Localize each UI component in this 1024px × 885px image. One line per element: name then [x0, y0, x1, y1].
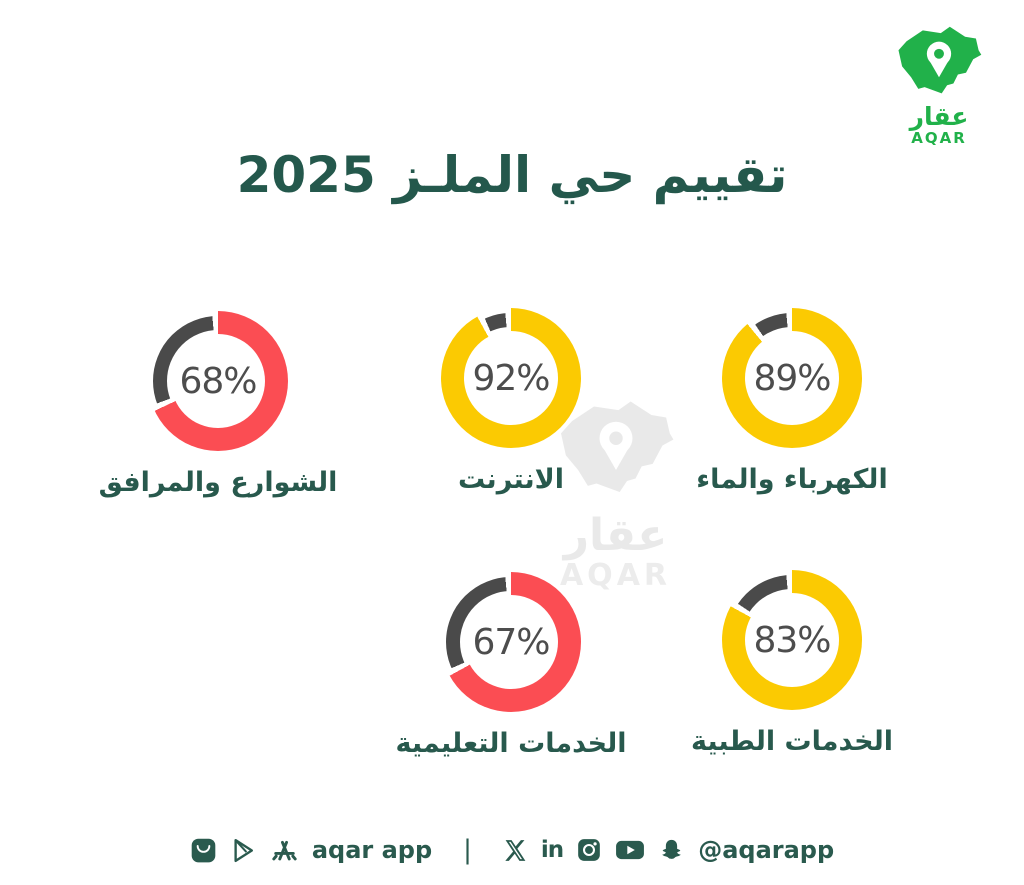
pin-dot: [934, 48, 944, 59]
page-title: تقييم حي الملـز 2025: [236, 146, 788, 204]
watermark-name-arabic: عقار: [563, 510, 668, 561]
gauge-label: الكهرباء والماء: [696, 464, 888, 495]
youtube-icon[interactable]: [615, 838, 645, 862]
percent-value: 92%: [469, 357, 553, 399]
brand-logo: عقار AQAR: [880, 20, 998, 147]
donut-chart: 67%: [441, 572, 581, 712]
gauge-internet: 92% الانترنت: [396, 308, 626, 495]
donut-chart: 92%: [441, 308, 581, 448]
gauge-label: الانترنت: [457, 464, 565, 495]
gauge-educational-services: 67% الخدمات التعليمية: [395, 572, 627, 759]
x-icon[interactable]: [503, 838, 528, 863]
donut-chart: 68%: [148, 311, 288, 451]
donut-hole: 92%: [464, 331, 558, 425]
saudi-map-icon: [898, 26, 982, 94]
brand-name-arabic: عقار: [909, 102, 969, 131]
social-handle: @aqarapp: [698, 836, 835, 864]
footer-divider: |: [463, 835, 472, 865]
donut-chart: 83%: [722, 570, 862, 710]
app-store-icon[interactable]: [270, 837, 299, 864]
gauge-label: الخدمات التعليمية: [395, 728, 627, 759]
pin-dot: [608, 431, 623, 445]
footer: aqar app | in @aqarapp: [0, 828, 1024, 872]
brand-name-english: AQAR: [911, 129, 967, 148]
gauge-medical-services: 83% الخدمات الطبية: [677, 570, 907, 757]
linkedin-icon[interactable]: in: [540, 837, 564, 863]
donut-chart: 89%: [722, 308, 862, 448]
gauge-electricity-water: 89% الكهرباء والماء: [677, 308, 907, 495]
percent-value: 68%: [176, 360, 260, 402]
donut-hole: 68%: [171, 334, 265, 428]
gauge-label: الخدمات الطبية: [691, 726, 893, 757]
donut-hole: 89%: [745, 331, 839, 425]
watermark-name-english: AQAR: [559, 558, 672, 594]
instagram-icon[interactable]: [576, 837, 602, 863]
snapchat-icon[interactable]: [658, 837, 685, 864]
app-label: aqar app: [311, 836, 433, 864]
donut-hole: 67%: [464, 595, 558, 689]
gauge-streets-facilities: 68% الشوارع والمرافق: [99, 311, 337, 498]
google-play-icon[interactable]: [230, 837, 257, 864]
percent-value: 89%: [750, 357, 834, 399]
watermark: عقار AQAR: [508, 393, 723, 592]
percent-value: 67%: [469, 621, 553, 663]
watermark-map-icon: [560, 401, 673, 492]
donut-hole: 83%: [745, 593, 839, 687]
gauge-label: الشوارع والمرافق: [98, 467, 338, 498]
appgallery-icon[interactable]: [190, 837, 217, 864]
percent-value: 83%: [750, 619, 834, 661]
